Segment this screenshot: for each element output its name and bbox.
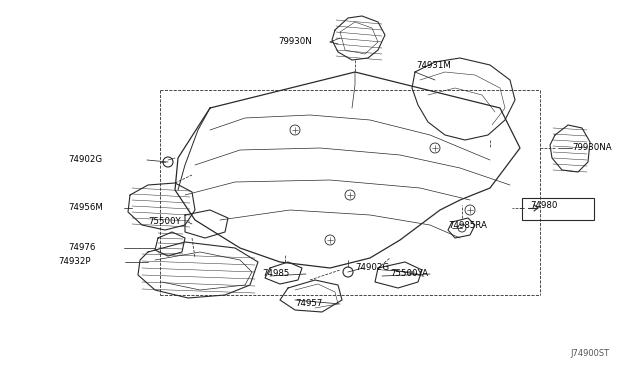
Text: 74985RA: 74985RA: [448, 221, 487, 231]
Text: 75500Y: 75500Y: [148, 218, 180, 227]
Text: 75500YA: 75500YA: [390, 269, 428, 279]
Text: 74931M: 74931M: [416, 61, 451, 70]
Text: 74957: 74957: [295, 298, 323, 308]
FancyBboxPatch shape: [522, 198, 594, 220]
Text: 74980: 74980: [530, 201, 557, 209]
Text: 74956M: 74956M: [68, 203, 103, 212]
Text: 74902G: 74902G: [355, 263, 389, 273]
Text: 79930N: 79930N: [278, 38, 312, 46]
Text: 74985: 74985: [262, 269, 289, 279]
Text: 74976: 74976: [68, 244, 95, 253]
Text: 74932P: 74932P: [58, 257, 90, 266]
Text: J74900ST: J74900ST: [571, 349, 610, 358]
Text: 79930NA: 79930NA: [572, 144, 612, 153]
Text: 74902G: 74902G: [68, 155, 102, 164]
